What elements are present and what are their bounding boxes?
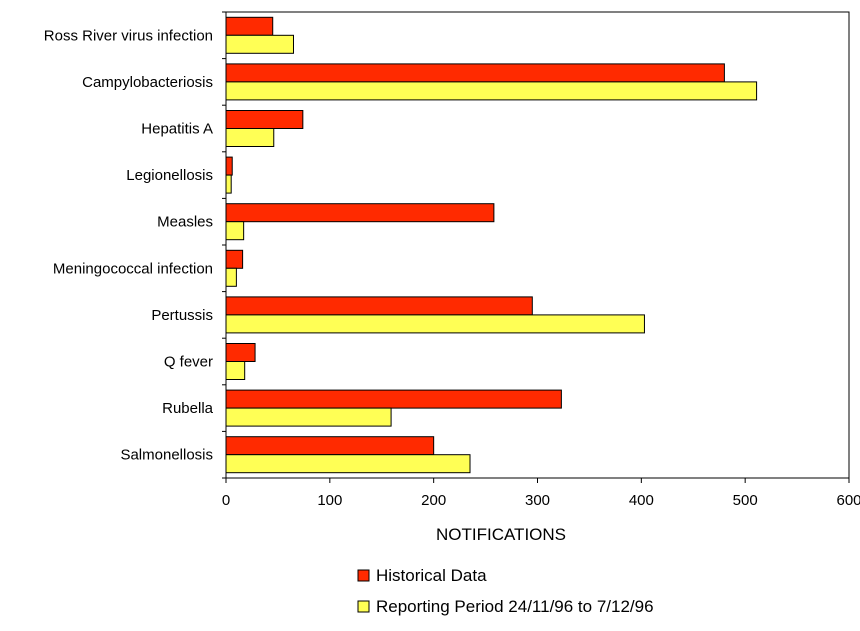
bar-reporting-5	[225, 267, 237, 287]
bar-historical-1	[225, 63, 725, 83]
bar-reporting-4	[225, 221, 245, 241]
category-label: Ross River virus infection	[44, 27, 213, 44]
bar-reporting-1	[225, 81, 758, 101]
x-tick-label: 600	[836, 492, 860, 509]
bar-reporting-0	[225, 34, 294, 54]
bar-reporting-3	[225, 174, 232, 194]
legend-swatch-historical	[357, 569, 370, 582]
category-label: Hepatitis A	[141, 121, 213, 138]
bar-historical-4	[225, 203, 495, 223]
x-axis-title: NOTIFICATIONS	[436, 525, 566, 544]
category-label: Campylobacteriosis	[82, 74, 213, 91]
legend-swatch-reporting	[357, 600, 370, 613]
bar-reporting-2	[225, 128, 275, 147]
bar-reporting-7	[225, 361, 246, 380]
bar-reporting-8	[225, 407, 392, 427]
category-label: Pertussis	[151, 307, 213, 324]
category-labels: Ross River virus infection Campylobacteri…	[44, 11, 226, 479]
bar-historical-2	[225, 110, 304, 129]
bar-historical-7	[225, 343, 256, 362]
x-tick-label: 400	[629, 492, 654, 509]
legend: Historical Data Reporting Period 24/11/96…	[357, 566, 654, 616]
category-label: Meningococcal infection	[53, 260, 213, 277]
x-tick-label: 500	[733, 492, 758, 509]
category-label: Q fever	[164, 354, 213, 371]
bar-historical-5	[225, 249, 244, 269]
x-axis: 0 100 200 300 400 500 600	[222, 478, 860, 509]
category-label: Measles	[157, 214, 213, 231]
bar-historical-8	[225, 389, 562, 409]
x-tick-label: 200	[421, 492, 446, 509]
category-label: Legionellosis	[126, 167, 213, 184]
legend-label-historical: Historical Data	[376, 566, 487, 585]
x-tick-label: 0	[222, 492, 230, 509]
bar-historical-6	[225, 296, 533, 316]
bar-reporting-6	[225, 314, 645, 334]
category-label: Rubella	[162, 400, 214, 417]
category-label: Salmonellosis	[120, 447, 213, 464]
bar-historical-3	[225, 156, 233, 176]
x-tick-label: 100	[317, 492, 342, 509]
bar-historical-9	[225, 436, 435, 456]
bar-reporting-9	[225, 454, 471, 474]
bar-historical-0	[225, 16, 274, 36]
legend-label-reporting: Reporting Period 24/11/96 to 7/12/96	[376, 597, 654, 616]
bars-layer	[225, 16, 758, 474]
x-tick-label: 300	[525, 492, 550, 509]
